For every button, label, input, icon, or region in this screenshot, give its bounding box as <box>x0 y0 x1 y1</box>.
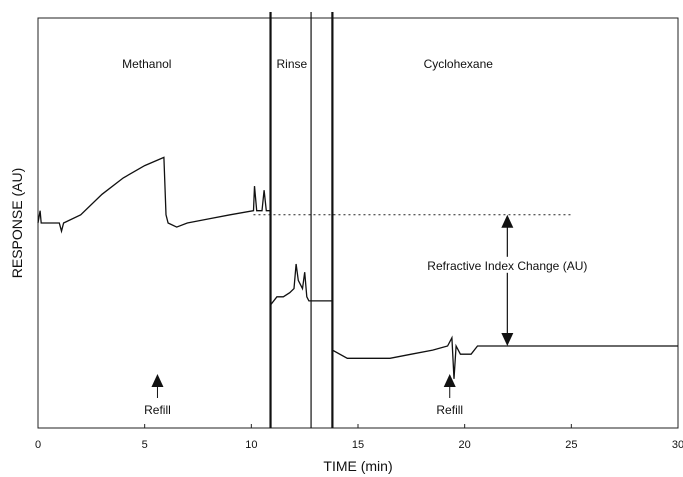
refill-label: Refill <box>144 403 171 417</box>
x-tick-label: 10 <box>245 439 257 451</box>
annotations: Refill Refill Refractive Index Change (AU) <box>144 214 600 417</box>
arrow-head <box>151 374 164 387</box>
x-tick-label: 25 <box>565 439 577 451</box>
annotation-label: Refractive Index Change (AU) <box>427 259 587 273</box>
x-axis: 0 5 10 15 20 25 30 <box>35 424 683 451</box>
phase-boundaries <box>269 12 334 428</box>
region-label: Methanol <box>122 57 171 71</box>
y-axis-label: RESPONSE (AU) <box>9 168 25 278</box>
x-tick-label: 5 <box>142 439 148 451</box>
annotation-label-background <box>415 256 600 273</box>
x-axis-label: TIME (min) <box>323 458 392 474</box>
region-label: Cyclohexane <box>424 57 494 71</box>
x-tick-label: 20 <box>459 439 471 451</box>
x-tick-label: 0 <box>35 439 41 451</box>
region-label: Rinse <box>277 57 308 71</box>
arrow-head <box>443 374 456 387</box>
arrow-head <box>501 214 514 228</box>
x-tick-label: 15 <box>352 439 364 451</box>
plot-frame <box>37 17 679 429</box>
arrow-head <box>501 333 514 346</box>
x-tick-label: 30 <box>672 439 683 451</box>
series-line <box>37 156 678 379</box>
refill-label: Refill <box>436 403 463 417</box>
region-labels: Methanol Rinse Cyclohexane <box>122 57 493 71</box>
